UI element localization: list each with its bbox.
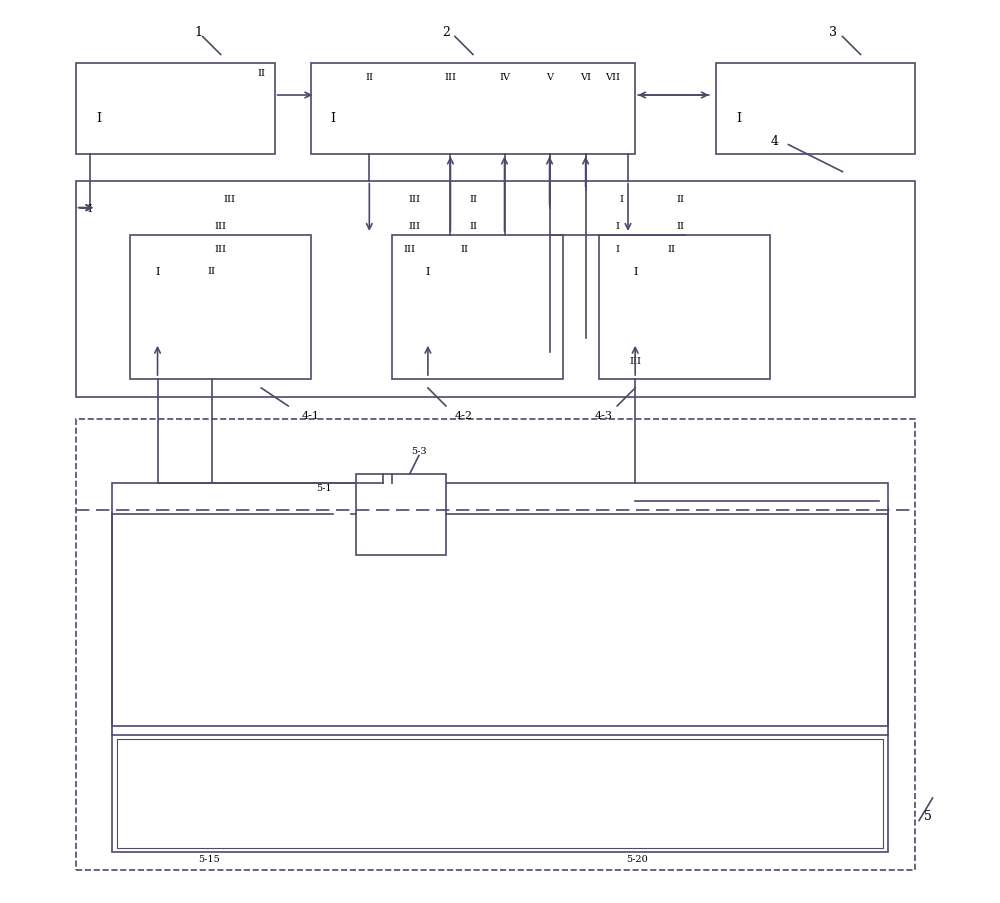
Text: 5-3: 5-3: [411, 447, 427, 456]
Text: II: II: [208, 267, 216, 276]
Bar: [311, 64, 635, 154]
Text: III: III: [408, 195, 420, 204]
Text: II: II: [257, 69, 265, 78]
Text: V: V: [546, 73, 553, 82]
Bar: [112, 735, 888, 852]
Bar: [182, 829, 196, 843]
Text: 4-1: 4-1: [302, 411, 320, 421]
Text: 5-15: 5-15: [198, 854, 220, 863]
Bar: [130, 236, 311, 379]
Text: I: I: [88, 203, 92, 213]
Bar: [610, 829, 624, 843]
Text: 5-1: 5-1: [316, 483, 332, 492]
Text: 1: 1: [194, 26, 202, 40]
Text: 4: 4: [771, 135, 779, 147]
Bar: [76, 182, 915, 397]
Text: II: II: [676, 195, 684, 204]
Text: III: III: [444, 73, 456, 82]
Text: I: I: [736, 112, 741, 125]
Text: I: I: [615, 222, 619, 231]
Text: II: II: [460, 245, 468, 254]
Text: I: I: [426, 266, 430, 276]
Text: 4-3: 4-3: [595, 411, 613, 421]
Text: II: II: [676, 222, 684, 231]
Text: II: II: [365, 73, 373, 82]
Bar: [76, 64, 275, 154]
Text: I: I: [331, 112, 336, 125]
Text: III: III: [629, 357, 641, 366]
Text: 3: 3: [829, 26, 837, 40]
Text: II: II: [469, 222, 477, 231]
Text: I: I: [96, 112, 101, 125]
Text: VI: VI: [580, 73, 591, 82]
Bar: [76, 420, 915, 870]
Text: III: III: [215, 245, 227, 254]
Bar: [599, 236, 770, 379]
Text: 2: 2: [442, 26, 450, 40]
Text: II: II: [667, 245, 675, 254]
Text: I: I: [633, 266, 637, 276]
Text: III: III: [408, 222, 420, 231]
Text: III: III: [404, 245, 416, 254]
Bar: [874, 507, 888, 522]
Bar: [392, 236, 563, 379]
Bar: [716, 64, 915, 154]
Text: IV: IV: [499, 73, 510, 82]
Text: VII: VII: [605, 73, 620, 82]
Text: II: II: [469, 195, 477, 204]
Text: 4-2: 4-2: [455, 411, 473, 421]
Text: III: III: [215, 222, 227, 231]
Text: I: I: [620, 195, 624, 204]
Bar: [232, 762, 254, 821]
Text: 5: 5: [924, 810, 931, 823]
Bar: [356, 474, 446, 555]
Text: I: I: [615, 245, 619, 254]
Text: III: III: [224, 195, 236, 204]
Text: I: I: [155, 266, 160, 276]
Bar: [117, 740, 883, 848]
Text: 5-20: 5-20: [626, 854, 648, 863]
Bar: [112, 483, 888, 726]
